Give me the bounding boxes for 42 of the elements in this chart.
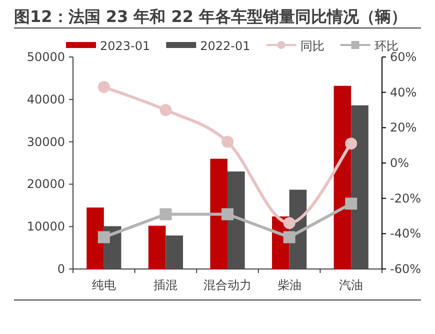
bar <box>351 105 368 269</box>
x-tick-label: 混合动力 <box>204 278 252 292</box>
chart-title: 图12：法国 23 年和 22 年各车型销量同比情况（辆） <box>14 7 408 26</box>
y2-tick-label: 60% <box>390 50 417 64</box>
bar <box>210 158 228 269</box>
point <box>160 208 172 220</box>
y2-tick-label: -40% <box>390 226 422 241</box>
point <box>345 138 358 150</box>
legend-label: 同比 <box>300 39 324 53</box>
point <box>283 217 296 230</box>
y-tick-label: 20000 <box>26 177 65 192</box>
x-tick-label: 柴油 <box>277 278 302 292</box>
legend-label: 环比 <box>374 39 398 53</box>
point <box>283 231 296 244</box>
y-tick-label: 40000 <box>26 92 65 106</box>
legend-label: 2023-01 <box>100 39 150 53</box>
x-tick-label: 汽油 <box>339 278 364 292</box>
y2-tick-label: 40% <box>390 85 417 100</box>
y-tick-label: 10000 <box>26 220 65 234</box>
bar <box>148 226 166 269</box>
y-tick-label: 0 <box>57 262 65 276</box>
y2-tick-label: 20% <box>390 120 417 135</box>
point <box>98 231 110 244</box>
y2-tick-label: -60% <box>390 262 422 276</box>
x-tick-label: 插混 <box>154 278 178 292</box>
point <box>222 208 234 220</box>
y-tick-label: 50000 <box>26 50 65 64</box>
bar <box>166 236 184 269</box>
point <box>98 81 110 94</box>
bar <box>228 171 245 269</box>
legend-label: 2022-01 <box>200 39 250 53</box>
point <box>160 104 172 116</box>
bar <box>334 86 352 269</box>
y2-tick-label: 0% <box>390 156 410 170</box>
legend-同比: 同比 <box>266 39 324 53</box>
legend-环比: 环比 <box>340 39 398 53</box>
bar <box>86 208 104 269</box>
y2-tick-label: -20% <box>390 191 422 206</box>
x-tick-label: 纯电 <box>92 278 116 292</box>
point <box>222 136 234 148</box>
y-tick-label: 30000 <box>26 134 65 149</box>
point <box>345 198 358 210</box>
